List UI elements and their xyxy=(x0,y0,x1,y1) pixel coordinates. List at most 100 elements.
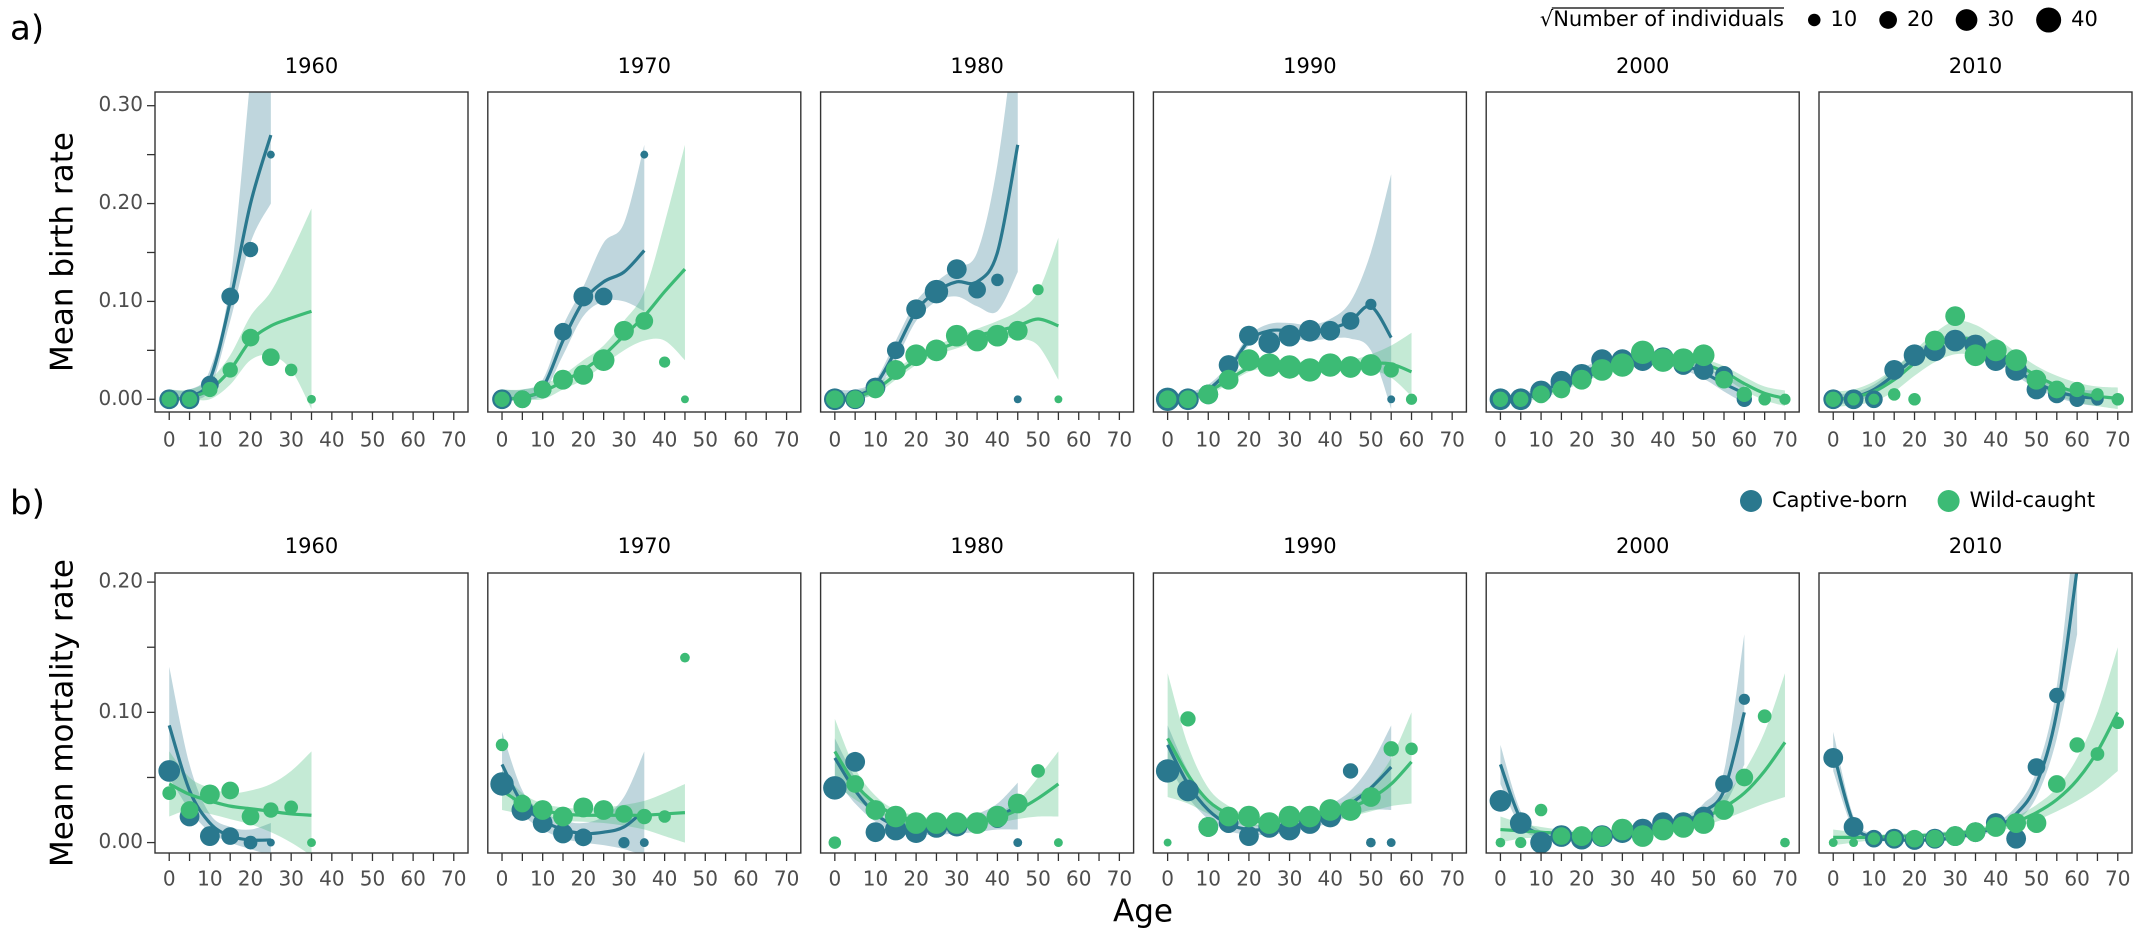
point xyxy=(1238,805,1260,828)
point xyxy=(905,812,927,834)
panel-title: 1980 xyxy=(950,534,1003,558)
point xyxy=(1386,838,1396,848)
x-tick-label: 50 xyxy=(1025,867,1050,891)
x-tick-label: 30 xyxy=(1610,428,1635,452)
point xyxy=(1965,822,1986,843)
point xyxy=(1780,837,1790,848)
point xyxy=(513,794,532,813)
x-tick-label: 40 xyxy=(1983,867,2008,891)
panel-title: 1990 xyxy=(1283,54,1336,78)
point xyxy=(553,823,573,844)
point xyxy=(640,150,649,159)
point xyxy=(1571,826,1592,846)
x-tick-label: 60 xyxy=(1732,867,1757,891)
x-tick-label: 60 xyxy=(1066,867,1091,891)
point xyxy=(846,775,865,793)
x-tick-label: 10 xyxy=(197,867,222,891)
point xyxy=(639,838,649,848)
point xyxy=(1571,369,1592,390)
panel-title: 1990 xyxy=(1283,534,1336,558)
point xyxy=(307,838,316,848)
point xyxy=(659,356,671,368)
point xyxy=(1258,331,1281,354)
point xyxy=(1945,306,1966,326)
x-tick-label: 40 xyxy=(319,428,344,452)
point xyxy=(1031,764,1045,778)
x-tick-label: 0 xyxy=(496,428,509,452)
x-tick-label: 40 xyxy=(1650,428,1675,452)
point xyxy=(1007,320,1028,341)
point xyxy=(1360,354,1382,376)
point xyxy=(513,390,532,409)
point xyxy=(2047,380,2066,399)
point xyxy=(241,328,260,347)
point xyxy=(680,395,689,404)
confidence-band xyxy=(502,144,685,401)
point xyxy=(594,287,613,306)
point xyxy=(865,822,886,843)
point xyxy=(1053,838,1063,848)
confidence-band xyxy=(169,92,271,400)
point xyxy=(845,751,866,772)
point xyxy=(1944,329,1967,352)
point xyxy=(986,805,1009,828)
legend-label: Wild-caught xyxy=(1970,488,2095,512)
point xyxy=(266,838,275,847)
point xyxy=(1405,742,1418,756)
point xyxy=(924,279,949,304)
x-tick-label: 10 xyxy=(863,428,888,452)
point xyxy=(905,344,927,367)
panel-label: b) xyxy=(10,484,45,524)
point xyxy=(162,786,177,800)
panel-title: 1970 xyxy=(618,54,671,78)
point xyxy=(986,324,1009,347)
x-tick-label: 10 xyxy=(1861,428,1886,452)
x-tick-label: 30 xyxy=(944,428,969,452)
confidence-band xyxy=(834,237,1059,400)
point xyxy=(823,776,847,800)
size-legend-label: 30 xyxy=(1987,7,2014,31)
point xyxy=(222,362,238,378)
x-tick-label: 0 xyxy=(1494,428,1507,452)
x-tick-label: 20 xyxy=(571,428,596,452)
x-tick-label: 10 xyxy=(1528,867,1553,891)
point xyxy=(945,812,968,834)
point xyxy=(494,391,510,407)
point xyxy=(1258,812,1281,834)
x-tick-label: 20 xyxy=(903,428,928,452)
point xyxy=(181,391,198,407)
x-tick-label: 30 xyxy=(1277,428,1302,452)
point xyxy=(636,808,652,825)
point xyxy=(1198,817,1219,837)
x-tick-label: 70 xyxy=(1772,428,1797,452)
panel-label: a) xyxy=(10,9,44,49)
confidence-band xyxy=(834,718,1059,828)
x-tick-label: 20 xyxy=(571,867,596,891)
point xyxy=(1530,831,1552,854)
panel-plot xyxy=(500,731,686,853)
point xyxy=(490,772,514,796)
point xyxy=(263,802,279,818)
x-tick-label: 0 xyxy=(1161,428,1174,452)
point xyxy=(1610,353,1635,377)
size-legend-label: 10 xyxy=(1831,7,1858,31)
point xyxy=(846,390,865,409)
legend-label: Captive-born xyxy=(1772,488,1908,512)
x-tick-label: 70 xyxy=(2105,428,2130,452)
point xyxy=(1652,818,1674,841)
x-tick-label: 30 xyxy=(278,867,303,891)
x-tick-label: 20 xyxy=(1902,428,1927,452)
point xyxy=(1298,358,1322,382)
point xyxy=(2091,388,2104,401)
legend-key xyxy=(1937,490,1960,512)
panel-title: 1980 xyxy=(950,54,1003,78)
point xyxy=(1534,803,1548,817)
y-tick-label: 0.00 xyxy=(98,829,143,853)
point xyxy=(1849,838,1858,848)
point xyxy=(1924,330,1945,351)
x-tick-label: 70 xyxy=(1439,867,1464,891)
x-tick-label: 20 xyxy=(1902,867,1927,891)
point xyxy=(495,738,509,752)
x-tick-label: 10 xyxy=(530,428,555,452)
point xyxy=(1825,391,1841,407)
